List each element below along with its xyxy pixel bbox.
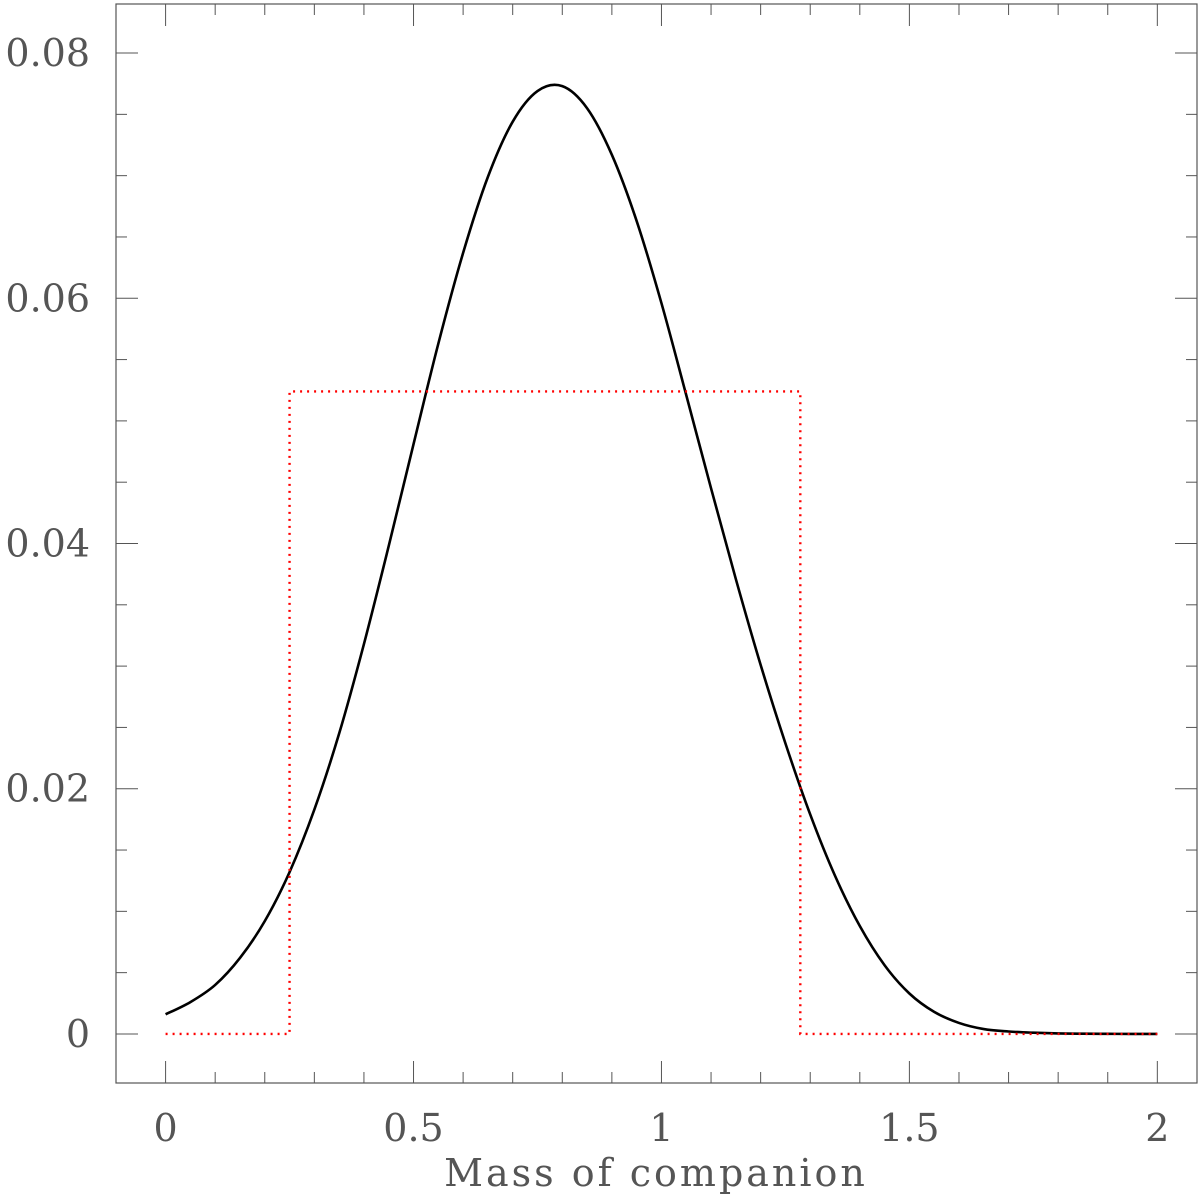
y-tick-label: 0.06 xyxy=(5,276,90,320)
x-tick-label: 2 xyxy=(1145,1106,1169,1150)
x-tick-label: 1.5 xyxy=(879,1106,939,1150)
y-tick-label: 0 xyxy=(66,1012,90,1056)
series-layer xyxy=(165,83,1158,1036)
series-line-step xyxy=(165,390,1158,1036)
x-axis-title: Mass of companion xyxy=(444,1151,868,1195)
axis-ticks xyxy=(116,4,1197,1083)
y-tick-label: 0.04 xyxy=(5,522,90,566)
series-line-distribution xyxy=(165,83,1158,1036)
x-tick-label: 1 xyxy=(649,1106,673,1150)
x-tick-label: 0 xyxy=(153,1106,177,1150)
y-tick-label: 0.02 xyxy=(5,767,90,811)
x-tick-label: 0.5 xyxy=(383,1106,443,1150)
tick-labels: 0 0.5 1 1.5 2 0 0.02 0.04 0.06 0.08 xyxy=(5,31,1169,1150)
y-tick-label: 0.08 xyxy=(5,31,90,75)
plot-frame xyxy=(115,3,1198,1084)
